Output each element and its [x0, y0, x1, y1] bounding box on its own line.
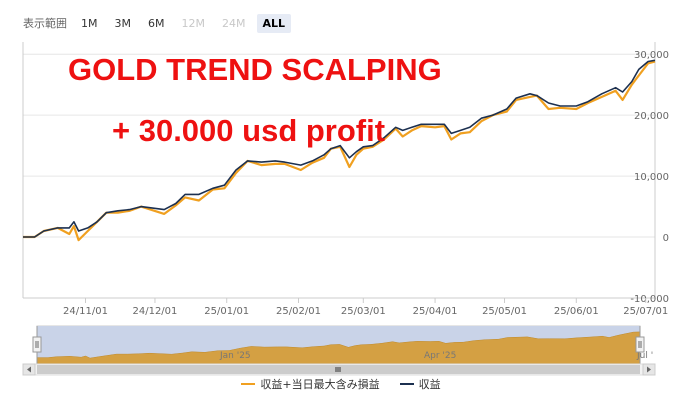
x-tick-label: 25/02/01	[276, 306, 321, 317]
promo-title: GOLD TREND SCALPING	[68, 52, 442, 87]
legend-item-profit[interactable]: 収益	[399, 376, 441, 392]
chart-series	[23, 59, 656, 242]
y-tick-label: 30,000	[634, 50, 669, 61]
navigator-label-jan: Jan '25	[219, 351, 251, 361]
legend-label-profit: 収益	[418, 378, 441, 391]
y-tick-label: 20,000	[634, 111, 669, 122]
navigator-area-series	[36, 331, 641, 365]
chart-gridlines	[23, 53, 655, 299]
scrollbar-right-arrow[interactable]	[642, 363, 656, 376]
chart-legend: 収益+当日最大含み損益 収益	[0, 376, 682, 392]
scrollbar[interactable]	[22, 363, 656, 376]
range-button-all[interactable]: ALL	[256, 13, 292, 33]
range-selector: 表示範囲 1M 3M 6M 12M 24M ALL	[0, 11, 296, 35]
y-axis-tick-labels: 30,000 20,000 10,000 0 -10,000	[630, 50, 669, 305]
legend-swatch-profit	[399, 383, 414, 385]
x-tick-label: 24/12/01	[132, 306, 177, 317]
promo-profit-text: + 30.000 usd profit	[112, 113, 386, 148]
series-line-drawdown	[23, 60, 656, 242]
x-tick-label: 25/06/01	[554, 306, 599, 317]
navigator-label-jul: Jul '	[636, 351, 653, 361]
y-tick-label: -10,000	[630, 294, 669, 305]
x-tick-label: 25/07/01	[623, 306, 668, 317]
series-line-profit	[23, 59, 656, 238]
range-button-6m[interactable]: 6M	[148, 16, 165, 30]
navigator[interactable]: Jan '25 Apr '25 Jul '	[32, 325, 653, 365]
x-tick-label: 25/04/01	[413, 306, 458, 317]
x-axis-tick-labels: 24/11/01 24/12/01 25/01/01 25/02/01 25/03/01…	[63, 298, 668, 317]
x-tick-label: 24/11/01	[63, 306, 108, 317]
range-button-12m: 12M	[181, 16, 206, 30]
range-button-1m[interactable]: 1M	[81, 16, 98, 30]
range-button-3m[interactable]: 3M	[114, 16, 132, 30]
legend-item-drawdown[interactable]: 収益+当日最大含み損益	[241, 376, 380, 392]
range-button-24m: 24M	[222, 16, 246, 30]
x-tick-label: 25/03/01	[341, 306, 386, 317]
y-tick-label: 0	[663, 233, 669, 244]
navigator-left-handle[interactable]	[32, 336, 42, 353]
navigator-right-handle[interactable]	[635, 336, 645, 353]
legend-swatch-drawdown	[241, 383, 256, 385]
range-selector-label: 表示範囲	[23, 17, 67, 30]
x-tick-label: 25/05/01	[482, 306, 527, 317]
navigator-label-apr: Apr '25	[424, 351, 456, 361]
scrollbar-left-arrow[interactable]	[22, 363, 36, 376]
scrollbar-grip-icon	[335, 367, 341, 372]
legend-label-drawdown: 収益+当日最大含み損益	[260, 378, 380, 391]
y-tick-label: 10,000	[634, 172, 669, 183]
x-tick-label: 25/01/01	[204, 306, 249, 317]
